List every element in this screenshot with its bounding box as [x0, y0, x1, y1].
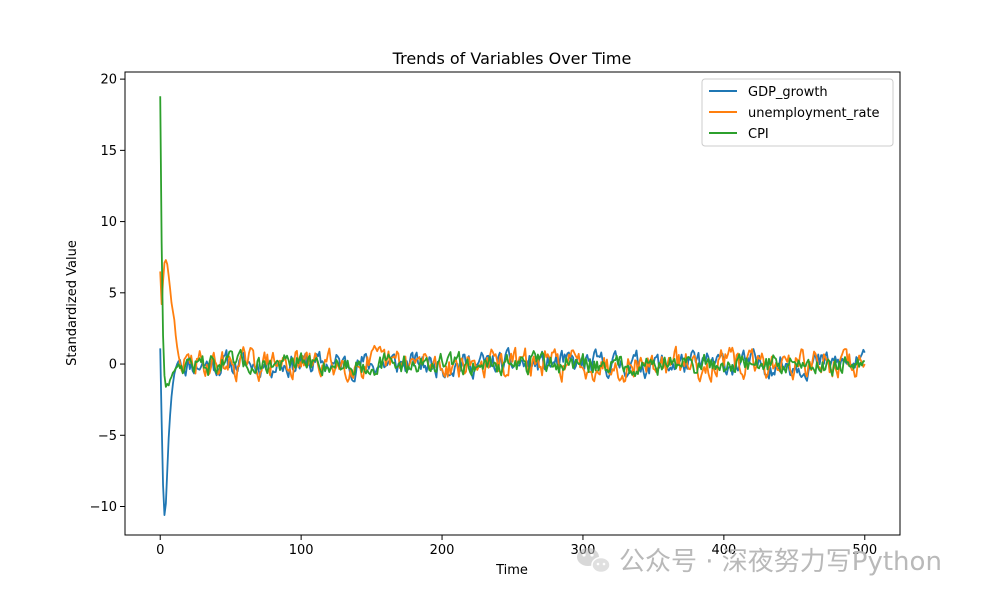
series-layer — [159, 96, 866, 516]
y-axis: −10 −5 0 5 10 15 20 — [90, 73, 125, 515]
y-tick-label: −10 — [90, 500, 117, 515]
watermark-text: 公众号 · 深夜努力写Python — [619, 547, 942, 577]
series-line-gdp-growth — [159, 347, 866, 516]
y-tick-label: 0 — [109, 358, 117, 373]
legend: GDP_growth unemployment_rate CPI — [701, 78, 894, 147]
watermark: 公众号 · 深夜努力写Python — [577, 547, 942, 577]
x-tick-label: 100 — [289, 543, 314, 558]
chart-title: Trends of Variables Over Time — [392, 49, 632, 68]
y-axis-label: Standardized Value — [65, 240, 80, 366]
y-tick-label: 5 — [109, 286, 117, 301]
legend-label-gdp-growth: GDP_growth — [748, 85, 828, 100]
wechat-icon — [577, 548, 611, 574]
legend-box — [701, 78, 894, 147]
x-tick-label: 0 — [156, 543, 164, 558]
x-axis-label: Time — [495, 563, 528, 578]
x-tick-label: 200 — [430, 543, 455, 558]
legend-label-unemployment-rate: unemployment_rate — [748, 106, 880, 121]
plot-frame — [124, 71, 901, 536]
series-line-unemployment-rate — [159, 259, 866, 383]
y-tick-label: 10 — [100, 215, 117, 230]
x-tick-label: 400 — [711, 543, 736, 558]
x-tick-label: 500 — [852, 543, 877, 558]
y-tick-label: 20 — [100, 73, 117, 88]
y-tick-label: 15 — [100, 144, 117, 159]
y-tick-label: −5 — [98, 429, 117, 444]
legend-label-cpi: CPI — [748, 127, 769, 142]
series-line-cpi — [159, 96, 865, 388]
